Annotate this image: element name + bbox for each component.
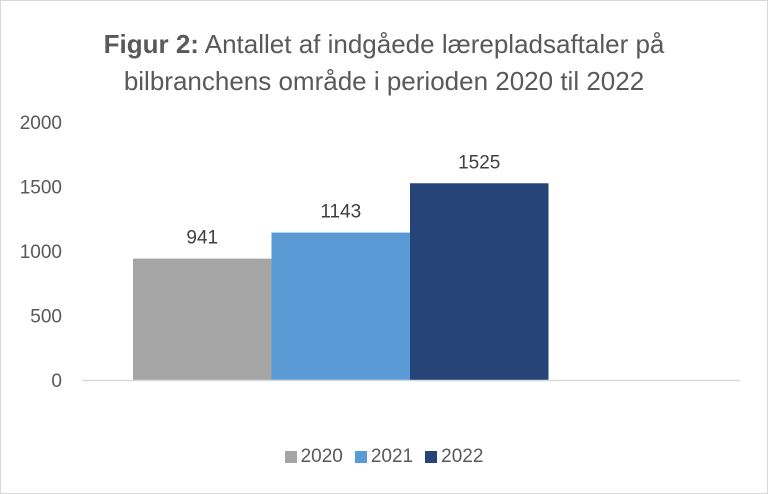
y-tick-label: 1500 — [20, 178, 62, 199]
legend-label-2021: 2021 — [370, 446, 414, 467]
data-label-2021: 1143 — [320, 202, 361, 223]
legend-label-2022: 2022 — [441, 446, 484, 467]
legend-label-2020: 2020 — [300, 446, 343, 467]
legend-item-2022: 2022 — [425, 446, 483, 468]
legend-item-2020: 2020 — [284, 446, 343, 468]
bar-2022 — [410, 183, 549, 380]
y-tick-label: 500 — [30, 307, 62, 328]
chart-title: Figur 2: Antallet af indgåede lærepladsa… — [0, 26, 768, 100]
y-tick-label: 1000 — [20, 242, 62, 263]
legend-item-2021: 2021 — [354, 446, 414, 468]
title-figure-label: Figur 2: — [103, 29, 199, 59]
data-label-2020: 941 — [186, 228, 218, 249]
y-tick-label: 2000 — [20, 113, 62, 134]
bar-2021 — [271, 232, 410, 380]
legend-swatch-2022 — [425, 451, 438, 463]
bar-2020 — [133, 258, 272, 380]
title-line-2: bilbranchens område i perioden 2020 til … — [123, 66, 645, 96]
legend-swatch-2020 — [284, 451, 297, 463]
y-tick-label: 0 — [51, 371, 62, 392]
data-label-2022: 1525 — [458, 152, 500, 173]
legend-swatch-2021 — [354, 451, 367, 463]
title-line-1: Antallet af indgåede lærepladsaftaler på — [198, 29, 665, 59]
chart-legend: 2020 2021 2022 — [0, 446, 768, 468]
